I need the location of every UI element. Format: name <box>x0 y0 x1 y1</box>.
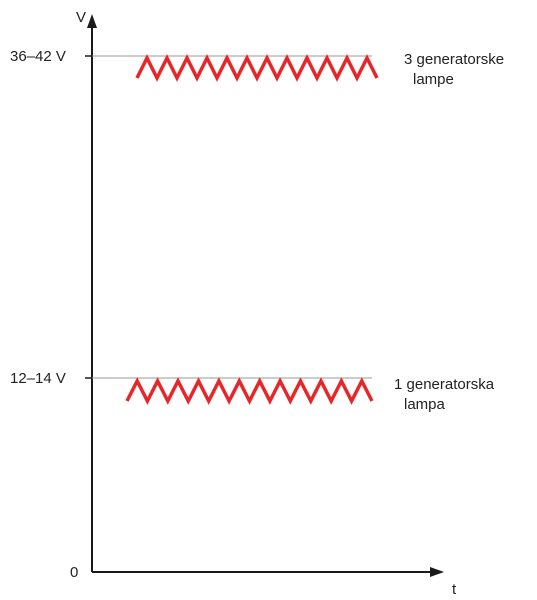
x-axis-label: t <box>452 581 457 598</box>
upper-level-caption-line1: 3 generatorske <box>404 51 504 68</box>
lower-level-zigzag <box>125 377 374 405</box>
y-axis-arrow-icon <box>87 14 97 28</box>
lower-level-voltage-label: 12–14 V <box>10 370 66 387</box>
upper-level-zigzag <box>135 54 379 82</box>
upper-level-caption-line2: lampe <box>413 71 454 88</box>
origin-label: 0 <box>70 564 78 581</box>
upper-level-voltage-label: 36–42 V <box>10 48 66 65</box>
lower-level-caption-line2: lampa <box>404 396 446 413</box>
lower-level-caption-line1: 1 generatorska <box>394 376 495 393</box>
y-axis-label: V <box>76 9 86 26</box>
x-axis-arrow-icon <box>430 567 444 577</box>
